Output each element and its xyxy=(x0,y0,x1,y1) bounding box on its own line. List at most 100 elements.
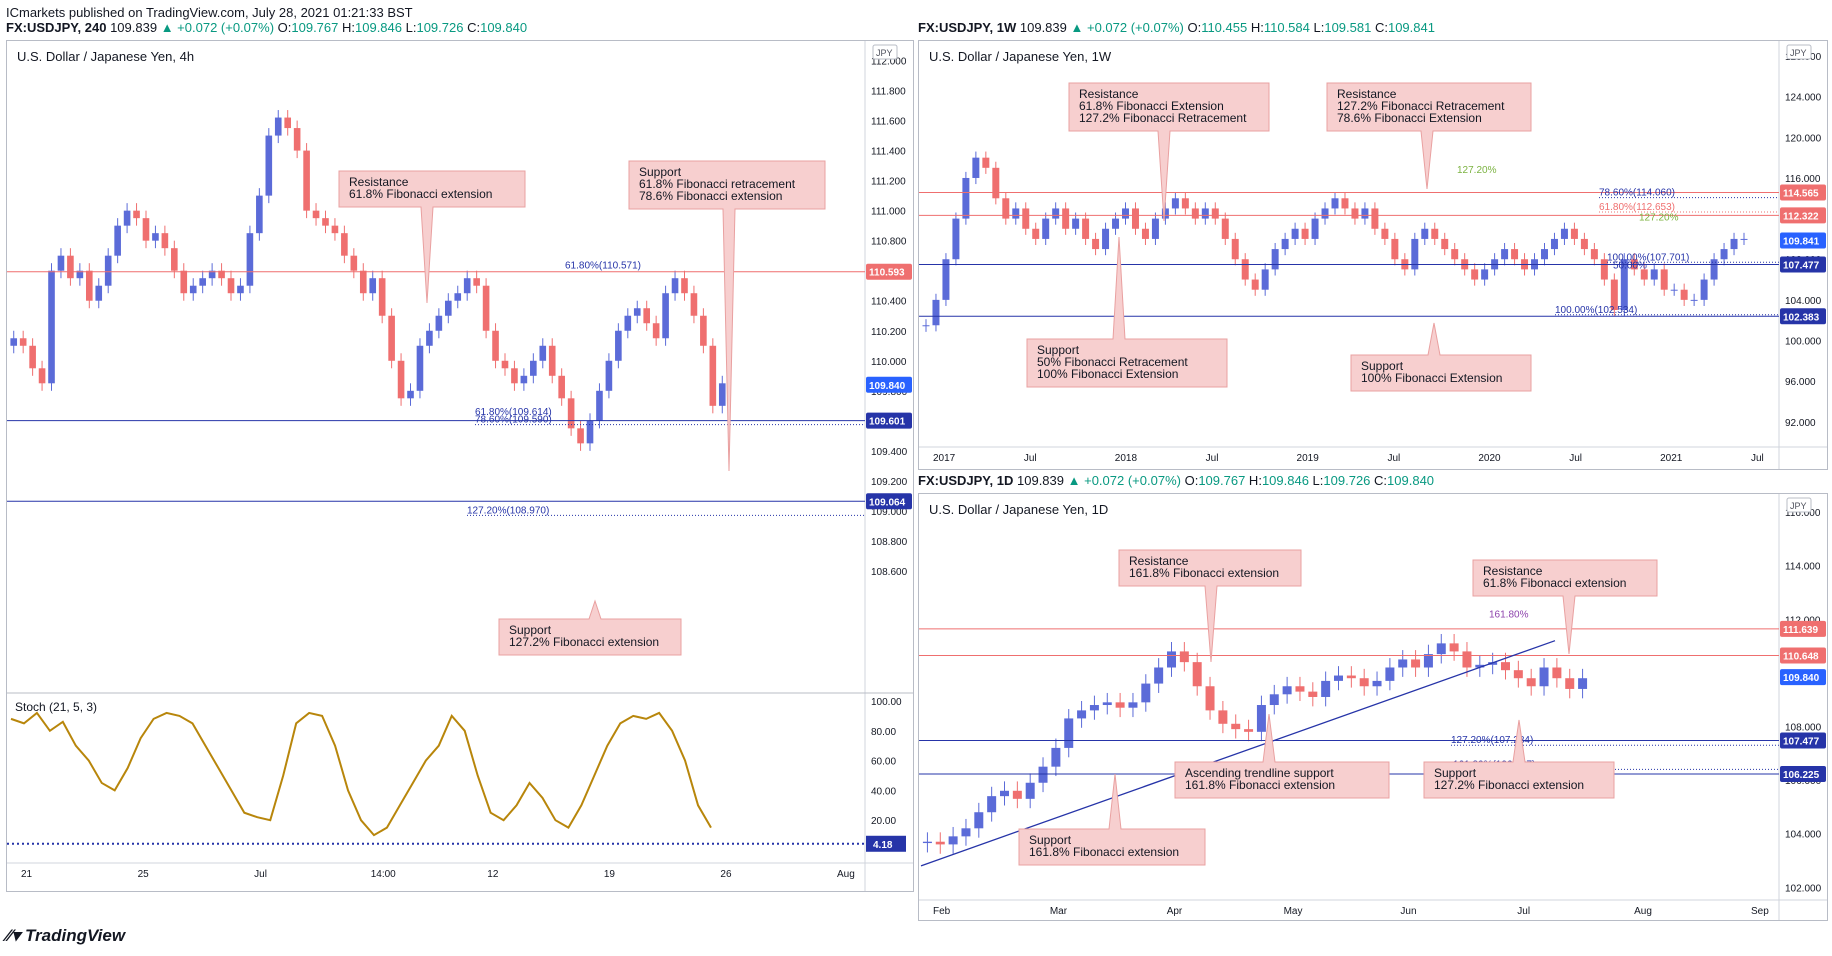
candle-body xyxy=(520,375,528,384)
candle-body xyxy=(974,812,984,829)
callout-text: Support xyxy=(1434,766,1477,780)
candle-body xyxy=(1501,662,1510,671)
candle-body xyxy=(1550,238,1558,250)
candle-body xyxy=(1171,198,1179,209)
symbol-line-d1: FX:USDJPY, 1D 109.839 ▲ +0.072 (+0.07%) … xyxy=(918,473,1435,488)
publisher-line: ICmarkets published on TradingView.com, … xyxy=(6,5,413,20)
x-tick-label: Jul xyxy=(1206,453,1219,464)
candle-body xyxy=(1620,259,1628,311)
candle-body xyxy=(718,383,726,406)
candle-body xyxy=(643,308,651,324)
currency-tag xyxy=(1786,497,1812,513)
y-tick-label: 111.000 xyxy=(871,207,906,218)
candle-body xyxy=(1131,208,1139,229)
x-tick-label: Aug xyxy=(1634,906,1652,917)
candle-body xyxy=(1311,218,1319,239)
candle-body xyxy=(1295,686,1305,692)
x-tick-label: 2019 xyxy=(1297,453,1320,464)
candle-body xyxy=(681,278,688,294)
x-tick-label: 25 xyxy=(138,869,150,880)
chart-svg-d1[interactable]: 116.000114.000112.000110.000108.000106.0… xyxy=(919,494,1827,920)
candle-body xyxy=(426,330,433,346)
candle-body xyxy=(1372,680,1382,687)
x-tick-label: 2020 xyxy=(1478,453,1501,464)
chart-svg-h4[interactable]: 112.000 111.800 111.600 111.400 111.200 111.0… xyxy=(7,41,913,891)
candle-body xyxy=(1471,269,1479,280)
candle-body xyxy=(1351,208,1359,219)
candle-body xyxy=(1038,766,1048,783)
callout-shape xyxy=(498,599,682,656)
candle-body xyxy=(293,128,301,151)
candle-body xyxy=(1371,208,1379,229)
candle-body xyxy=(1526,678,1536,687)
fib-label: 78.60%(109.590) xyxy=(475,415,552,426)
callout-text: 61.8% Fibonacci extension xyxy=(1483,576,1626,590)
indicator-badge xyxy=(866,835,906,852)
candle-body xyxy=(1141,228,1149,239)
y-tick-label: 108.000 xyxy=(1785,722,1822,733)
candle-body xyxy=(932,299,940,326)
y-tick-label: 114.000 xyxy=(1785,562,1821,573)
y-tick-label: 112.000 xyxy=(1785,615,1821,626)
callout-shape xyxy=(1118,549,1302,663)
price-badge-support xyxy=(1780,766,1826,783)
currency-tag-label: JPY xyxy=(1790,501,1807,511)
callout-text: 127.2% Fibonacci Retracement xyxy=(1079,111,1247,125)
candle-body xyxy=(95,285,103,301)
candle-body xyxy=(1192,662,1202,687)
candle-body xyxy=(1565,678,1575,689)
candle-body xyxy=(1102,228,1110,250)
candle-body xyxy=(444,300,452,316)
x-tick-label: 2021 xyxy=(1660,453,1683,464)
candle-body xyxy=(1181,198,1189,209)
candle-body xyxy=(1580,238,1588,250)
y-tick-label: 92.000 xyxy=(1785,418,1816,429)
candle-body xyxy=(1436,643,1446,655)
callout-shape xyxy=(1068,82,1270,222)
candle-body xyxy=(1411,659,1421,668)
candle-body xyxy=(1002,198,1010,219)
candle-body xyxy=(1321,680,1331,697)
candle-body xyxy=(29,345,36,369)
candle-body xyxy=(482,285,490,331)
currency-tag xyxy=(872,44,898,60)
y-tick-label: 111.600 xyxy=(871,117,906,128)
chart-panel-d1[interactable]: U.S. Dollar / Japanese Yen, 1D 116.000 11… xyxy=(918,493,1828,921)
candle-body xyxy=(952,218,960,260)
fib-label: 61.80%(112.653) xyxy=(1599,202,1675,213)
callout-text: 61.8% Fibonacci retracement xyxy=(639,177,796,191)
chart-panel-w1[interactable]: U.S. Dollar / Japanese Yen, 1W 128.00012… xyxy=(918,40,1828,470)
fib-label: 100.00%(107.701) xyxy=(1607,252,1689,263)
candle-body xyxy=(1291,228,1299,239)
candle-body xyxy=(1650,269,1658,280)
candle-body xyxy=(1321,208,1329,219)
candle-body xyxy=(652,323,660,339)
x-tick-label: Mar xyxy=(1050,906,1068,917)
price-badge-support xyxy=(1780,308,1826,325)
x-tick-label: 14:00 xyxy=(371,869,396,880)
callout-text: 161.8% Fibonacci extension xyxy=(1029,845,1179,859)
price-badge-label: 106.225 xyxy=(1783,770,1820,781)
candle-body xyxy=(624,315,632,331)
y-tick-label: 111.400 xyxy=(871,147,906,158)
candle-body xyxy=(1154,667,1164,684)
candle-body xyxy=(1600,259,1608,280)
price-badge-label: 109.601 xyxy=(869,417,906,428)
callout-text: 50% Fibonacci Retracement xyxy=(1037,355,1188,369)
price-badge-support xyxy=(1780,732,1826,749)
candle-body xyxy=(1012,790,1022,799)
callout-text: Resistance xyxy=(349,175,409,189)
callout-text: 78.6% Fibonacci extension xyxy=(639,189,782,203)
candle-body xyxy=(709,345,717,406)
indicator-badge-label: 4.18 xyxy=(873,840,893,851)
callout-text: Support xyxy=(1029,833,1072,847)
callout-shape xyxy=(338,170,526,304)
fib-label: 127.20%(107.284) xyxy=(1451,735,1533,746)
chart-svg-w1[interactable]: 128.000124.000120.000116.000112.000108.0… xyxy=(919,41,1827,469)
candle-body xyxy=(1151,218,1159,239)
chart-panel-h4[interactable]: U.S. Dollar / Japanese Yen, 4h 112.000 11… xyxy=(6,40,914,892)
callout-shape xyxy=(1326,82,1532,190)
